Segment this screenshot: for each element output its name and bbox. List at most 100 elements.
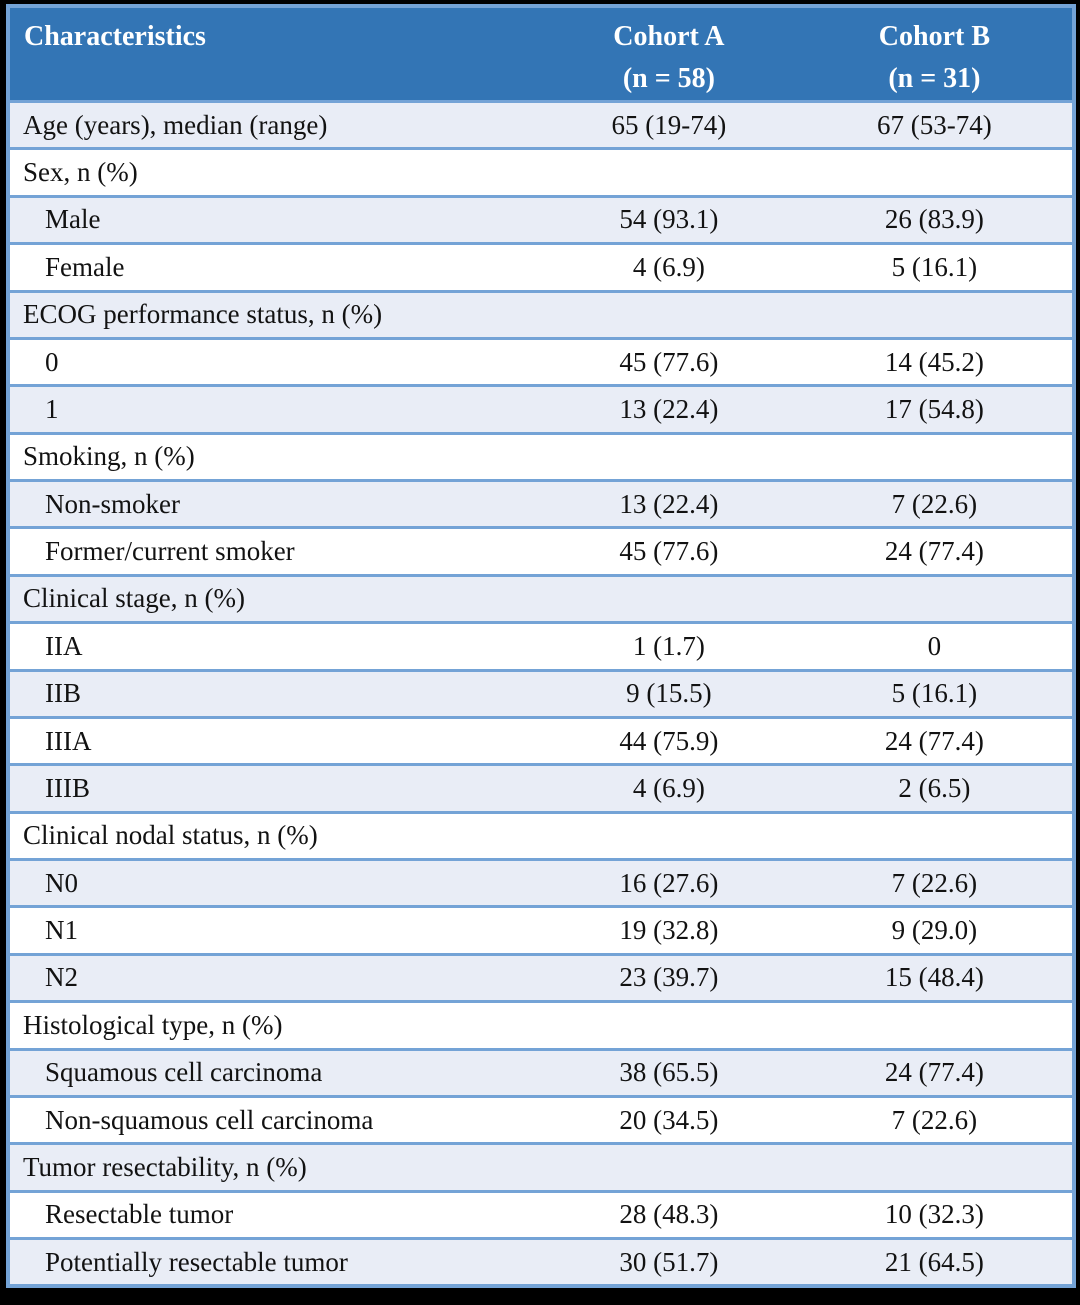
cohort-a-value: 44 (75.9) (541, 715, 797, 767)
row-label: Histological type, n (%) (8, 1000, 541, 1051)
cohort-b-value: 7 (22.6) (796, 1094, 1074, 1146)
row-label: Squamous cell carcinoma (8, 1047, 541, 1098)
row-label: Female (8, 242, 541, 293)
row-label: IIIB (8, 763, 541, 814)
row-label: IIA (8, 621, 541, 672)
cohort-b-value: 21 (64.5) (796, 1237, 1074, 1288)
row-label: Potentially resectable tumor (8, 1237, 541, 1288)
cohort-b-value: 5 (16.1) (796, 242, 1074, 293)
row-label: 1 (8, 384, 541, 435)
header-cohort-b: Cohort B (n = 31) (796, 4, 1074, 103)
table-row: Clinical stage, n (%) (8, 573, 1074, 625)
row-label: N1 (8, 905, 541, 956)
row-label: Male (8, 194, 541, 246)
cohort-a-value: 20 (34.5) (541, 1094, 797, 1146)
cohort-b-value: 5 (16.1) (796, 668, 1074, 719)
table-row: ECOG performance status, n (%) (8, 289, 1074, 340)
cohort-b-value (796, 147, 1074, 198)
cohort-b-value (796, 289, 1074, 340)
header-row: Characteristics Cohort A (n = 58) Cohort… (8, 4, 1074, 103)
row-label: ECOG performance status, n (%) (8, 289, 541, 340)
table-row: IIIB 4 (6.9) 2 (6.5) (8, 763, 1074, 814)
cohort-b-n: (n = 31) (888, 63, 981, 94)
cohort-a-value: 1 (1.7) (541, 621, 797, 672)
table-row: N1 19 (32.8) 9 (29.0) (8, 905, 1074, 956)
characteristics-table-wrap: Characteristics Cohort A (n = 58) Cohort… (6, 4, 1076, 1288)
row-label: Tumor resectability, n (%) (8, 1142, 541, 1193)
row-label: Former/current smoker (8, 526, 541, 577)
table-row: Male 54 (93.1) 26 (83.9) (8, 194, 1074, 246)
cohort-b-title: Cohort B (878, 21, 991, 52)
header-cohort-a: Cohort A (n = 58) (541, 4, 797, 103)
cohort-b-value (796, 573, 1074, 625)
cohort-b-value: 24 (77.4) (796, 1047, 1074, 1098)
cohort-a-value (541, 147, 797, 198)
table-row: Non-squamous cell carcinoma 20 (34.5) 7 (2… (8, 1094, 1074, 1146)
cohort-a-value: 30 (51.7) (541, 1237, 797, 1288)
row-label: Resectable tumor (8, 1189, 541, 1241)
cohort-a-value: 4 (6.9) (541, 242, 797, 293)
cohort-b-value (796, 431, 1074, 483)
table-row: Smoking, n (%) (8, 431, 1074, 483)
cohort-b-value: 2 (6.5) (796, 763, 1074, 814)
table-row: Non-smoker 13 (22.4) 7 (22.6) (8, 478, 1074, 530)
row-label: IIB (8, 668, 541, 719)
table-row: Age (years), median (range) 65 (19-74) 67 … (8, 99, 1074, 151)
cohort-b-value: 26 (83.9) (796, 194, 1074, 246)
row-label: 0 (8, 336, 541, 388)
cohort-a-value: 28 (48.3) (541, 1189, 797, 1241)
cohort-a-value: 13 (22.4) (541, 478, 797, 530)
row-label: Non-squamous cell carcinoma (8, 1094, 541, 1146)
table-row: Female 4 (6.9) 5 (16.1) (8, 242, 1074, 293)
table-row: IIIA 44 (75.9) 24 (77.4) (8, 715, 1074, 767)
cohort-b-value: 14 (45.2) (796, 336, 1074, 388)
cohort-b-value: 24 (77.4) (796, 715, 1074, 767)
cohort-a-value: 65 (19-74) (541, 99, 797, 151)
row-label: N0 (8, 857, 541, 909)
cohort-a-value: 4 (6.9) (541, 763, 797, 814)
table-row: Tumor resectability, n (%) (8, 1142, 1074, 1193)
cohort-a-value: 45 (77.6) (541, 526, 797, 577)
table-row: Histological type, n (%) (8, 1000, 1074, 1051)
row-label: Sex, n (%) (8, 147, 541, 198)
cohort-b-value: 7 (22.6) (796, 478, 1074, 530)
table-row: N0 16 (27.6) 7 (22.6) (8, 857, 1074, 909)
table-row: IIA 1 (1.7) 0 (8, 621, 1074, 672)
table-row: Sex, n (%) (8, 147, 1074, 198)
table-row: Resectable tumor 28 (48.3) 10 (32.3) (8, 1189, 1074, 1241)
cohort-b-value: 9 (29.0) (796, 905, 1074, 956)
row-label: Smoking, n (%) (8, 431, 541, 483)
cohort-b-value: 10 (32.3) (796, 1189, 1074, 1241)
row-label: Clinical stage, n (%) (8, 573, 541, 625)
table-body: Age (years), median (range) 65 (19-74) 67 … (8, 99, 1074, 1288)
row-label: IIIA (8, 715, 541, 767)
cohort-b-value: 24 (77.4) (796, 526, 1074, 577)
row-label: Age (years), median (range) (8, 99, 541, 151)
cohort-a-value (541, 431, 797, 483)
cohort-a-value (541, 810, 797, 862)
cohort-b-value: 67 (53-74) (796, 99, 1074, 151)
cohort-a-value (541, 1000, 797, 1051)
cohort-b-value: 15 (48.4) (796, 952, 1074, 1004)
cohort-b-value (796, 810, 1074, 862)
cohort-a-value (541, 289, 797, 340)
header-characteristics: Characteristics (8, 4, 541, 103)
table-row: 0 45 (77.6) 14 (45.2) (8, 336, 1074, 388)
patient-characteristics-table: Characteristics Cohort A (n = 58) Cohort… (6, 4, 1076, 1288)
cohort-a-value: 13 (22.4) (541, 384, 797, 435)
table-row: Clinical nodal status, n (%) (8, 810, 1074, 862)
cohort-a-value: 23 (39.7) (541, 952, 797, 1004)
header-characteristics-label: Characteristics (24, 21, 206, 52)
cohort-a-title: Cohort A (613, 21, 725, 52)
cohort-a-value: 19 (32.8) (541, 905, 797, 956)
cohort-b-value: 17 (54.8) (796, 384, 1074, 435)
row-label: Clinical nodal status, n (%) (8, 810, 541, 862)
cohort-a-value: 9 (15.5) (541, 668, 797, 719)
table-row: N2 23 (39.7) 15 (48.4) (8, 952, 1074, 1004)
table-row: Former/current smoker 45 (77.6) 24 (77.4) (8, 526, 1074, 577)
row-label: N2 (8, 952, 541, 1004)
table-row: Squamous cell carcinoma 38 (65.5) 24 (77.4… (8, 1047, 1074, 1098)
cohort-a-value: 45 (77.6) (541, 336, 797, 388)
row-label: Non-smoker (8, 478, 541, 530)
cohort-a-value: 38 (65.5) (541, 1047, 797, 1098)
